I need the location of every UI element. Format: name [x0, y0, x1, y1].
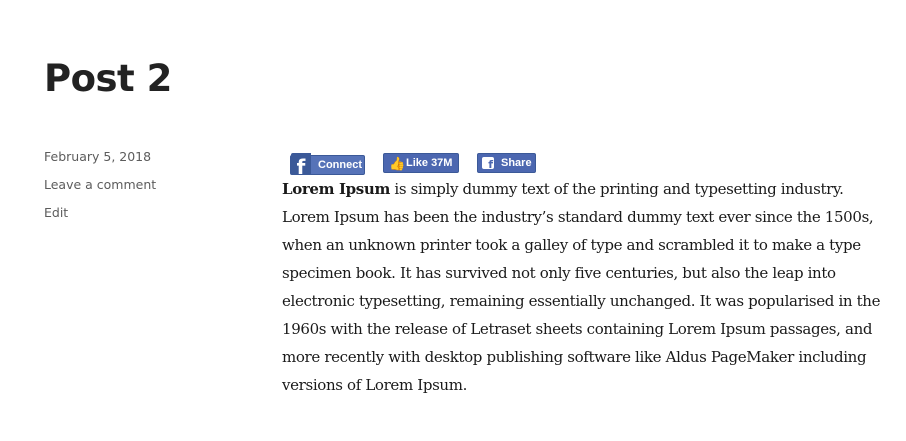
leave-comment-link[interactable]: Leave a comment: [44, 177, 157, 192]
facebook-share-button[interactable]: f Share: [477, 153, 536, 173]
facebook-f-icon: f: [291, 153, 311, 175]
entry-meta: February 5, 2018 Leave a comment Edit: [44, 148, 156, 232]
post-title: Post 2: [44, 57, 172, 100]
post-body-text: is simply dummy text of the printing and…: [282, 180, 881, 394]
post-body-lead: Lorem Ipsum: [282, 180, 390, 198]
thumbs-up-icon: 👍: [389, 156, 406, 171]
post-date-link[interactable]: February 5, 2018: [44, 149, 152, 164]
like-label: Like 37M: [406, 157, 453, 169]
facebook-connect-button[interactable]: f Connect: [290, 153, 365, 175]
facebook-square-icon: f: [482, 157, 494, 169]
share-label: Share: [501, 157, 532, 169]
post-body: Lorem Ipsum is simply dummy text of the …: [282, 175, 882, 399]
facebook-like-button[interactable]: 👍 Like 37M: [383, 153, 459, 173]
edit-post-link[interactable]: Edit: [44, 205, 69, 220]
connect-label: Connect: [318, 159, 362, 171]
